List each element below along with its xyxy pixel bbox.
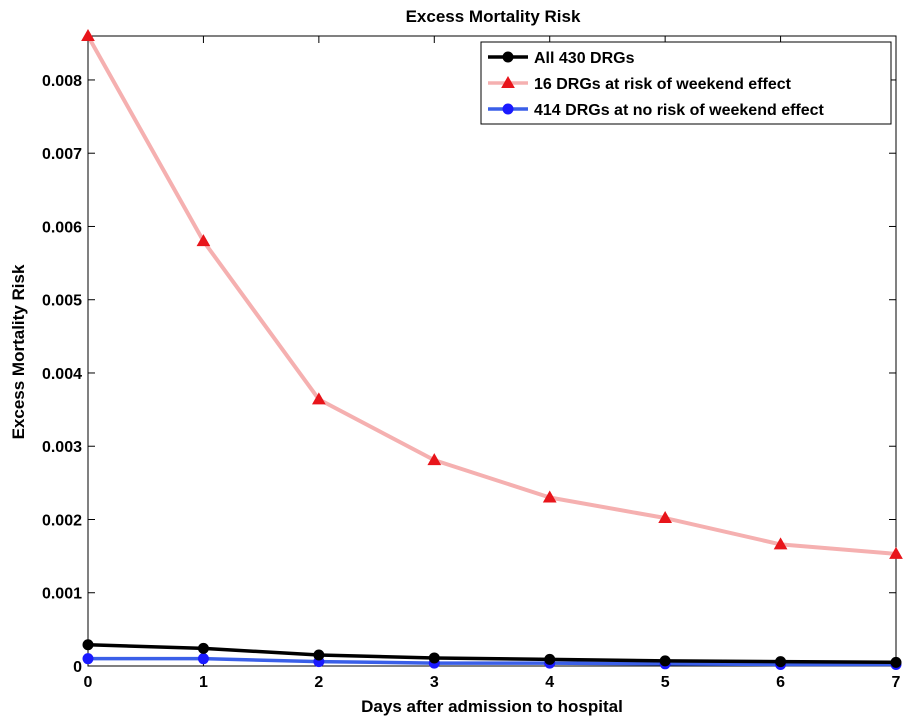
data-point	[311, 392, 326, 405]
data-point	[659, 655, 671, 667]
legend-label: 414 DRGs at no risk of weekend effect	[534, 102, 825, 119]
y-tick-label: 0	[73, 659, 82, 676]
y-tick-label: 0.004	[42, 366, 82, 383]
data-point	[542, 490, 557, 503]
y-tick-label: 0.003	[42, 439, 82, 456]
x-tick-label: 3	[430, 674, 439, 691]
series-1	[82, 639, 902, 668]
data-point	[313, 649, 325, 661]
data-point	[82, 653, 94, 665]
data-point	[775, 656, 787, 668]
y-tick-label: 0.002	[42, 512, 82, 529]
x-tick-label: 4	[545, 674, 554, 691]
legend-label: 16 DRGs at risk of weekend effect	[534, 76, 792, 93]
legend: All 430 DRGs 16 DRGs at risk of weekend e…	[480, 41, 892, 125]
legend-marker	[502, 51, 514, 63]
data-point	[889, 546, 903, 559]
series-line	[87, 643, 897, 665]
y-tick-label: 0.001	[42, 586, 82, 603]
plot-area	[87, 35, 897, 667]
legend-marker	[501, 75, 515, 88]
y-tick-label: 0.005	[42, 293, 82, 310]
x-tick-label: 0	[84, 674, 93, 691]
data-point	[82, 639, 94, 651]
series-line	[88, 656, 896, 667]
series-layer	[81, 28, 903, 671]
data-point	[428, 652, 440, 664]
data-point	[890, 656, 902, 668]
series-2	[81, 28, 903, 559]
y-axis-label: Excess Mortality Risk	[9, 264, 28, 439]
legend-marker	[502, 103, 514, 115]
y-tick-label: 0.008	[42, 73, 82, 90]
x-tick-label: 5	[661, 674, 670, 691]
data-point	[658, 511, 673, 524]
y-axis-ticks: 0 0.001 0.002 0.003 0.004 0.005 0.006 0.007 0.00…	[42, 73, 896, 676]
x-tick-label: 6	[776, 674, 785, 691]
series-line	[86, 35, 897, 556]
x-axis-label: Days after admission to hospital	[361, 697, 623, 716]
data-point	[197, 653, 209, 665]
data-point	[197, 642, 209, 654]
x-tick-label: 1	[199, 674, 208, 691]
y-tick-label: 0.007	[42, 146, 82, 163]
chart-title: Excess Mortality Risk	[406, 7, 581, 26]
x-tick-label: 7	[892, 674, 901, 691]
data-point	[427, 453, 442, 466]
y-tick-label: 0.006	[42, 219, 82, 236]
data-point	[81, 28, 95, 41]
data-point	[773, 537, 788, 550]
data-point	[196, 234, 211, 247]
x-tick-label: 2	[314, 674, 323, 691]
legend-box	[480, 41, 892, 125]
data-point	[544, 653, 556, 665]
legend-label: All 430 DRGs	[534, 50, 635, 67]
